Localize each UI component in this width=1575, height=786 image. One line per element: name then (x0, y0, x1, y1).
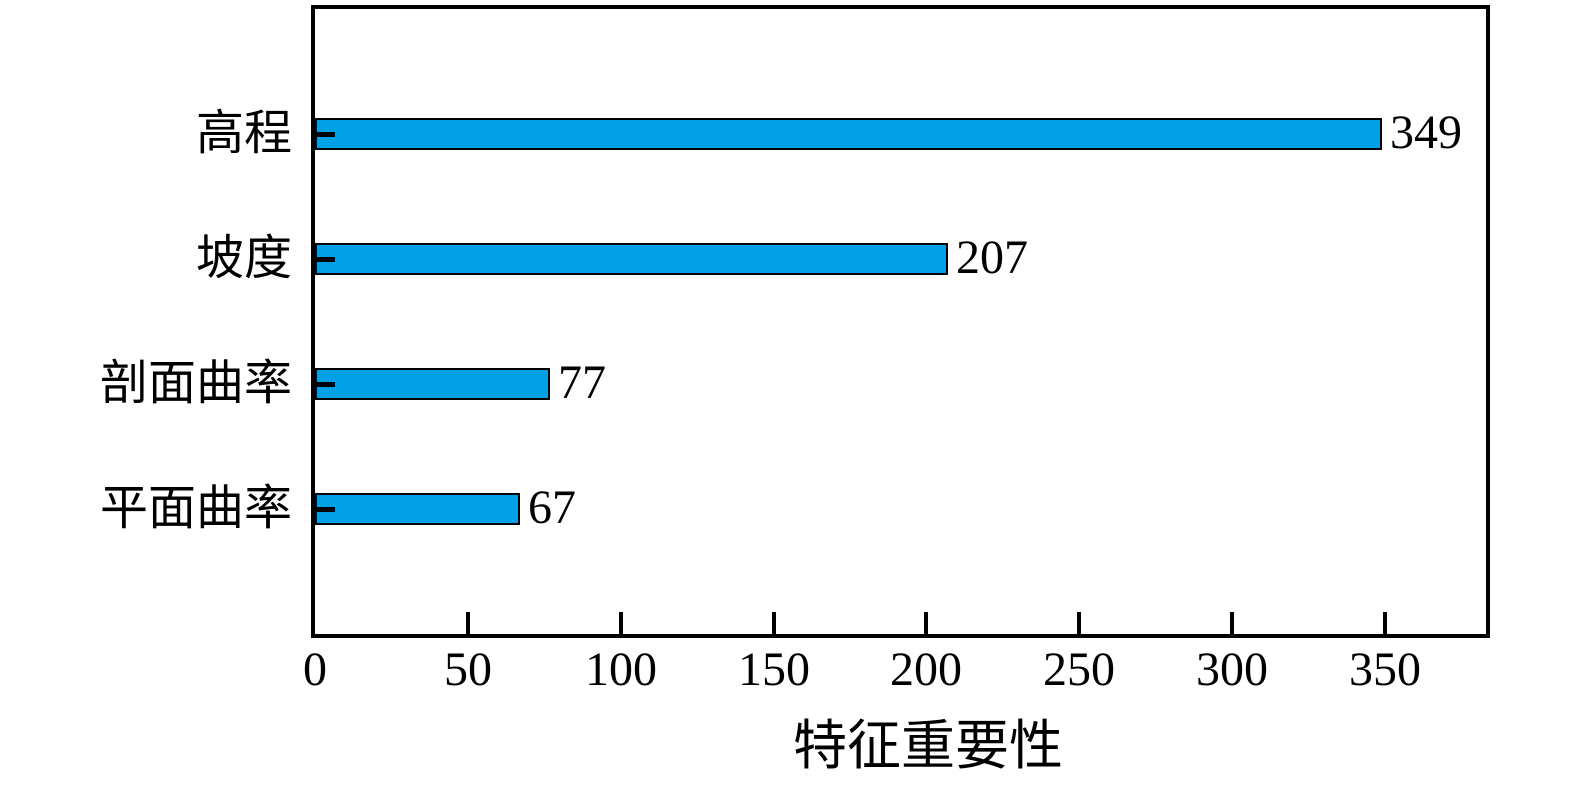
y-axis-tick (315, 132, 335, 137)
category-label-坡度: 坡度 (195, 232, 292, 285)
category-label-平面曲率: 平面曲率 (99, 482, 292, 535)
x-axis-tick-label: 150 (738, 643, 810, 696)
x-axis-tick-label: 350 (1349, 643, 1421, 696)
x-axis-tick-label: 100 (585, 643, 657, 696)
x-axis-tick (1077, 612, 1081, 634)
x-axis-tick (1230, 612, 1234, 634)
y-axis-tick (315, 257, 335, 262)
x-axis-tick-label: 300 (1196, 643, 1268, 696)
bar-剖面曲率 (315, 368, 550, 400)
y-axis-tick (315, 382, 335, 387)
bar-高程 (315, 118, 1382, 150)
x-axis-tick-label: 0 (303, 643, 327, 696)
bar-坡度 (315, 243, 948, 275)
x-axis-tick (1383, 612, 1387, 634)
x-axis-tick (466, 612, 470, 634)
x-axis-tick (924, 612, 928, 634)
bar-value-label: 349 (1390, 106, 1462, 159)
x-axis-tick-label: 50 (444, 643, 492, 696)
x-axis-tick-label: 200 (890, 643, 962, 696)
bar-value-label: 77 (558, 356, 606, 409)
category-label-高程: 高程 (195, 107, 292, 160)
x-axis-tick (772, 612, 776, 634)
plot-inner: 349 207 77 67 (315, 9, 1486, 634)
x-axis-title: 特征重要性 (793, 716, 1063, 776)
bar-value-label: 207 (956, 231, 1028, 284)
x-axis-tick-label: 250 (1043, 643, 1115, 696)
category-label-剖面曲率: 剖面曲率 (99, 357, 292, 410)
bar-value-label: 67 (528, 481, 576, 534)
y-axis-tick (315, 507, 335, 512)
plot-area: 349 207 77 67 (311, 5, 1490, 638)
x-axis-tick (619, 612, 623, 634)
bar-平面曲率 (315, 493, 520, 525)
